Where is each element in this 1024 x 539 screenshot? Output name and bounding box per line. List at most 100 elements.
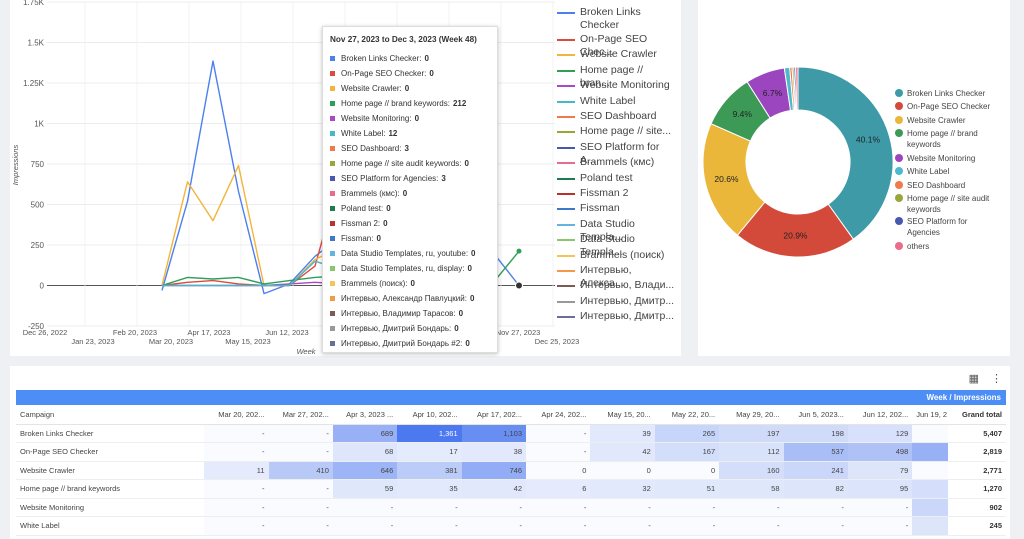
value-cell <box>912 442 949 462</box>
legend-item[interactable]: Brammels (поиск) <box>557 249 675 262</box>
tooltip-value: 0 <box>429 69 434 78</box>
legend-swatch <box>557 131 575 134</box>
value-cell: - <box>654 516 720 536</box>
tooltip-row: On-Page SEO Checker: 0 <box>330 66 490 81</box>
column-header[interactable]: Jun 12, 202... <box>847 406 913 425</box>
column-header-campaign[interactable]: Campaign <box>16 406 205 425</box>
value-cell: 410 <box>268 461 333 480</box>
legend-item[interactable]: Интервью, Дмитр... <box>557 310 675 323</box>
tooltip-label: Fissman: <box>341 234 374 243</box>
column-header[interactable]: Apr 3, 2023 ... <box>332 406 398 425</box>
column-header[interactable]: Mar 20, 202... <box>204 406 269 425</box>
column-header[interactable]: Mar 27, 202... <box>268 406 333 425</box>
legend-item[interactable]: Data Studio Templa... <box>557 233 675 259</box>
donut-legend-item[interactable]: Home page // brand keywords <box>895 128 995 150</box>
donut-legend-item[interactable]: Broken Links Checker <box>895 88 995 99</box>
legend-label: Home page // site... <box>580 125 672 138</box>
value-cell: - <box>719 498 784 517</box>
legend-item[interactable]: SEO Dashboard <box>557 110 675 123</box>
x-tick-label: Dec 26, 2022 <box>23 328 68 337</box>
slice-label: 6.7% <box>763 88 783 98</box>
legend-item[interactable]: Интервью, Дмитр... <box>557 295 675 308</box>
legend-item[interactable]: Data Studio Templa... <box>557 218 675 244</box>
legend-item[interactable]: On-Page SEO Chec... <box>557 33 675 59</box>
legend-item[interactable]: White Label <box>557 95 675 108</box>
column-header[interactable]: Jun 5, 2023... <box>783 406 848 425</box>
donut-legend-item[interactable]: others <box>895 241 995 252</box>
value-cell <box>912 424 949 443</box>
legend-item[interactable]: Website Crawler <box>557 48 675 61</box>
legend-item[interactable]: Fissman 2 <box>557 187 675 200</box>
chart-settings-icon[interactable]: ▦ <box>968 373 979 385</box>
x-tick-label: May 15, 2023 <box>225 337 270 346</box>
legend-label: SEO Platform for Agencies <box>907 217 968 237</box>
y-tick-label: 0 <box>40 282 45 291</box>
column-header[interactable]: May 15, 20... <box>590 406 655 425</box>
column-header[interactable]: Grand total <box>948 406 1006 425</box>
value-cell: 79 <box>847 461 913 480</box>
column-header[interactable]: May 29, 20... <box>719 406 784 425</box>
value-cell: - <box>204 498 269 517</box>
tooltip-swatch <box>330 236 335 241</box>
value-cell: 198 <box>783 424 848 443</box>
y-tick-label: 1.75K <box>23 0 45 7</box>
tooltip-row: Broken Links Checker: 0 <box>330 51 490 66</box>
tooltip-value: 12 <box>388 129 398 138</box>
tooltip-value: 0 <box>471 249 476 258</box>
value-cell: - <box>268 424 333 443</box>
value-cell: 746 <box>461 461 526 480</box>
tooltip-row: White Label: 12 <box>330 126 490 141</box>
legend-dot <box>895 242 903 250</box>
legend-item[interactable]: Brammels (кмс) <box>557 156 675 169</box>
legend-label: White Label <box>907 167 950 176</box>
legend-label: Brammels (поиск) <box>580 248 665 261</box>
donut-legend-item[interactable]: Website Crawler <box>895 115 995 126</box>
legend-label: Fissman <box>580 202 620 215</box>
legend-item[interactable]: Home page // site... <box>557 125 675 138</box>
legend-item[interactable]: Интервью, Алекса... <box>557 264 675 290</box>
legend-item[interactable]: SEO Platform for A... <box>557 141 675 167</box>
column-header[interactable]: Apr 24, 202... <box>526 406 591 425</box>
value-cell: - <box>332 498 398 517</box>
column-header[interactable]: Jun 19, 2 <box>912 406 949 425</box>
value-cell: - <box>204 479 269 499</box>
donut-legend-item[interactable]: SEO Dashboard <box>895 180 995 191</box>
legend-label: White Label <box>580 94 636 107</box>
column-header[interactable]: Apr 17, 202... <box>461 406 526 425</box>
legend-item[interactable]: Интервью, Влади... <box>557 279 675 292</box>
legend-item[interactable]: Broken Links Checker <box>557 6 652 32</box>
donut-slice[interactable] <box>797 66 894 240</box>
value-cell: 167 <box>654 442 720 462</box>
donut-slice[interactable] <box>795 66 799 111</box>
value-cell: 689 <box>332 424 398 443</box>
tooltip-swatch <box>330 116 335 121</box>
column-header[interactable]: Apr 10, 202... <box>397 406 462 425</box>
legend-item[interactable]: Website Monitoring <box>557 79 675 92</box>
campaign-cell: Website Monitoring <box>16 498 205 517</box>
legend-swatch <box>557 12 575 14</box>
value-cell: 265 <box>654 424 720 443</box>
value-cell: - <box>526 424 591 443</box>
tooltip-label: Brammels (кмс): <box>341 189 400 198</box>
more-vert-icon[interactable]: ⋮ <box>991 373 1002 385</box>
tooltip-row: Website Monitoring: 0 <box>330 111 490 126</box>
legend-item[interactable]: Home page // bran... <box>557 64 675 90</box>
donut-legend-item[interactable]: Website Monitoring <box>895 153 995 164</box>
donut-chart[interactable]: 40.1% 20.9% 20.6% 9.4% 6.7% <box>698 0 1010 356</box>
donut-legend-item[interactable]: Home page // site audit keywords <box>895 193 995 215</box>
donut-legend-item[interactable]: White Label <box>895 166 995 177</box>
tooltip-value: 0 <box>469 294 475 303</box>
value-cell: 0 <box>526 461 591 480</box>
column-header[interactable]: May 22, 20... <box>654 406 720 425</box>
legend-swatch <box>557 254 575 257</box>
legend-label: SEO Platform for A... <box>580 140 660 166</box>
value-cell: 537 <box>783 442 848 462</box>
legend-item[interactable]: Fissman <box>557 202 675 215</box>
legend-item[interactable]: Poland test <box>557 172 675 185</box>
donut-legend-item[interactable]: On-Page SEO Checker <box>895 101 995 112</box>
tooltip-swatch <box>330 86 335 91</box>
tooltip-row: Brammels (поиск): 0 <box>330 276 490 291</box>
line-chart-panel: 1.75K 1.5K 1.25K 1K 750 500 250 0 -250 Dec 26, 20… <box>10 0 681 356</box>
tooltip-swatch <box>330 296 335 301</box>
donut-legend-item[interactable]: SEO Platform for Agencies <box>895 216 995 238</box>
